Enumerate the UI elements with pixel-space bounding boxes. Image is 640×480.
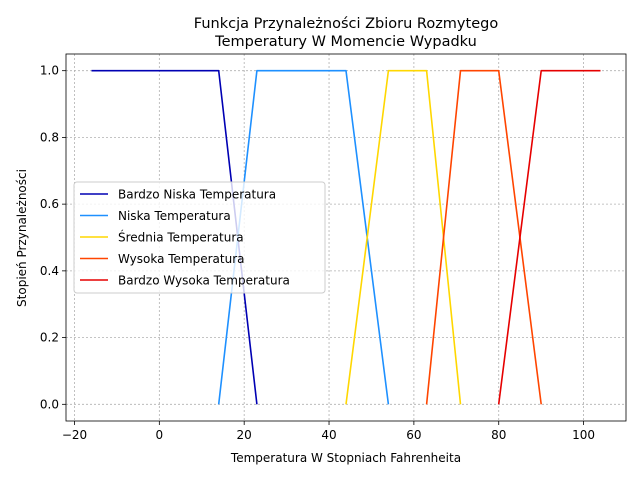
y-tick-label: 1.0 — [40, 64, 59, 78]
legend-label-3: Średnia Temperatura — [118, 230, 244, 245]
x-tick-label: −20 — [62, 428, 87, 442]
x-tick-label: 100 — [572, 428, 595, 442]
y-tick-label: 0.6 — [40, 197, 59, 211]
x-tick-label: 80 — [491, 428, 506, 442]
legend-box — [73, 181, 326, 294]
series-line-5 — [497, 69, 601, 405]
chart-title-line-1: Funkcja Przynależności Zbioru Rozmytego — [194, 16, 499, 32]
series-line-4 — [425, 69, 542, 405]
y-tick-label: 0.4 — [40, 264, 59, 278]
x-axis-label: Temperatura W Stopniach Fahrenheita — [230, 451, 461, 465]
x-tick-label: 20 — [237, 428, 252, 442]
legend-label-4: Wysoka Temperatura — [118, 252, 245, 266]
legend-label-2: Niska Temperatura — [118, 209, 231, 223]
x-ticks: −20 0 20 40 60 80 100 — [62, 421, 595, 442]
y-axis-label: Stopień Przynależności — [15, 169, 29, 307]
y-tick-label: 0.8 — [40, 130, 59, 144]
legend: Bardzo Niska Temperatura Niska Temperatur… — [73, 181, 326, 294]
y-tick-label: 0.2 — [40, 331, 59, 345]
legend-label-1: Bardzo Niska Temperatura — [118, 188, 276, 202]
chart-title-line-2: Temperatury W Momencie Wypadku — [214, 34, 477, 50]
x-tick-label: 0 — [156, 428, 164, 442]
legend-label-5: Bardzo Wysoka Temperatura — [118, 274, 290, 288]
x-tick-label: 60 — [406, 428, 421, 442]
y-tick-label: 0.0 — [40, 397, 59, 411]
plot-frame — [65, 53, 627, 422]
y-ticks: 0.0 0.2 0.4 0.6 0.8 1.0 — [40, 64, 66, 411]
x-tick-label: 40 — [321, 428, 336, 442]
